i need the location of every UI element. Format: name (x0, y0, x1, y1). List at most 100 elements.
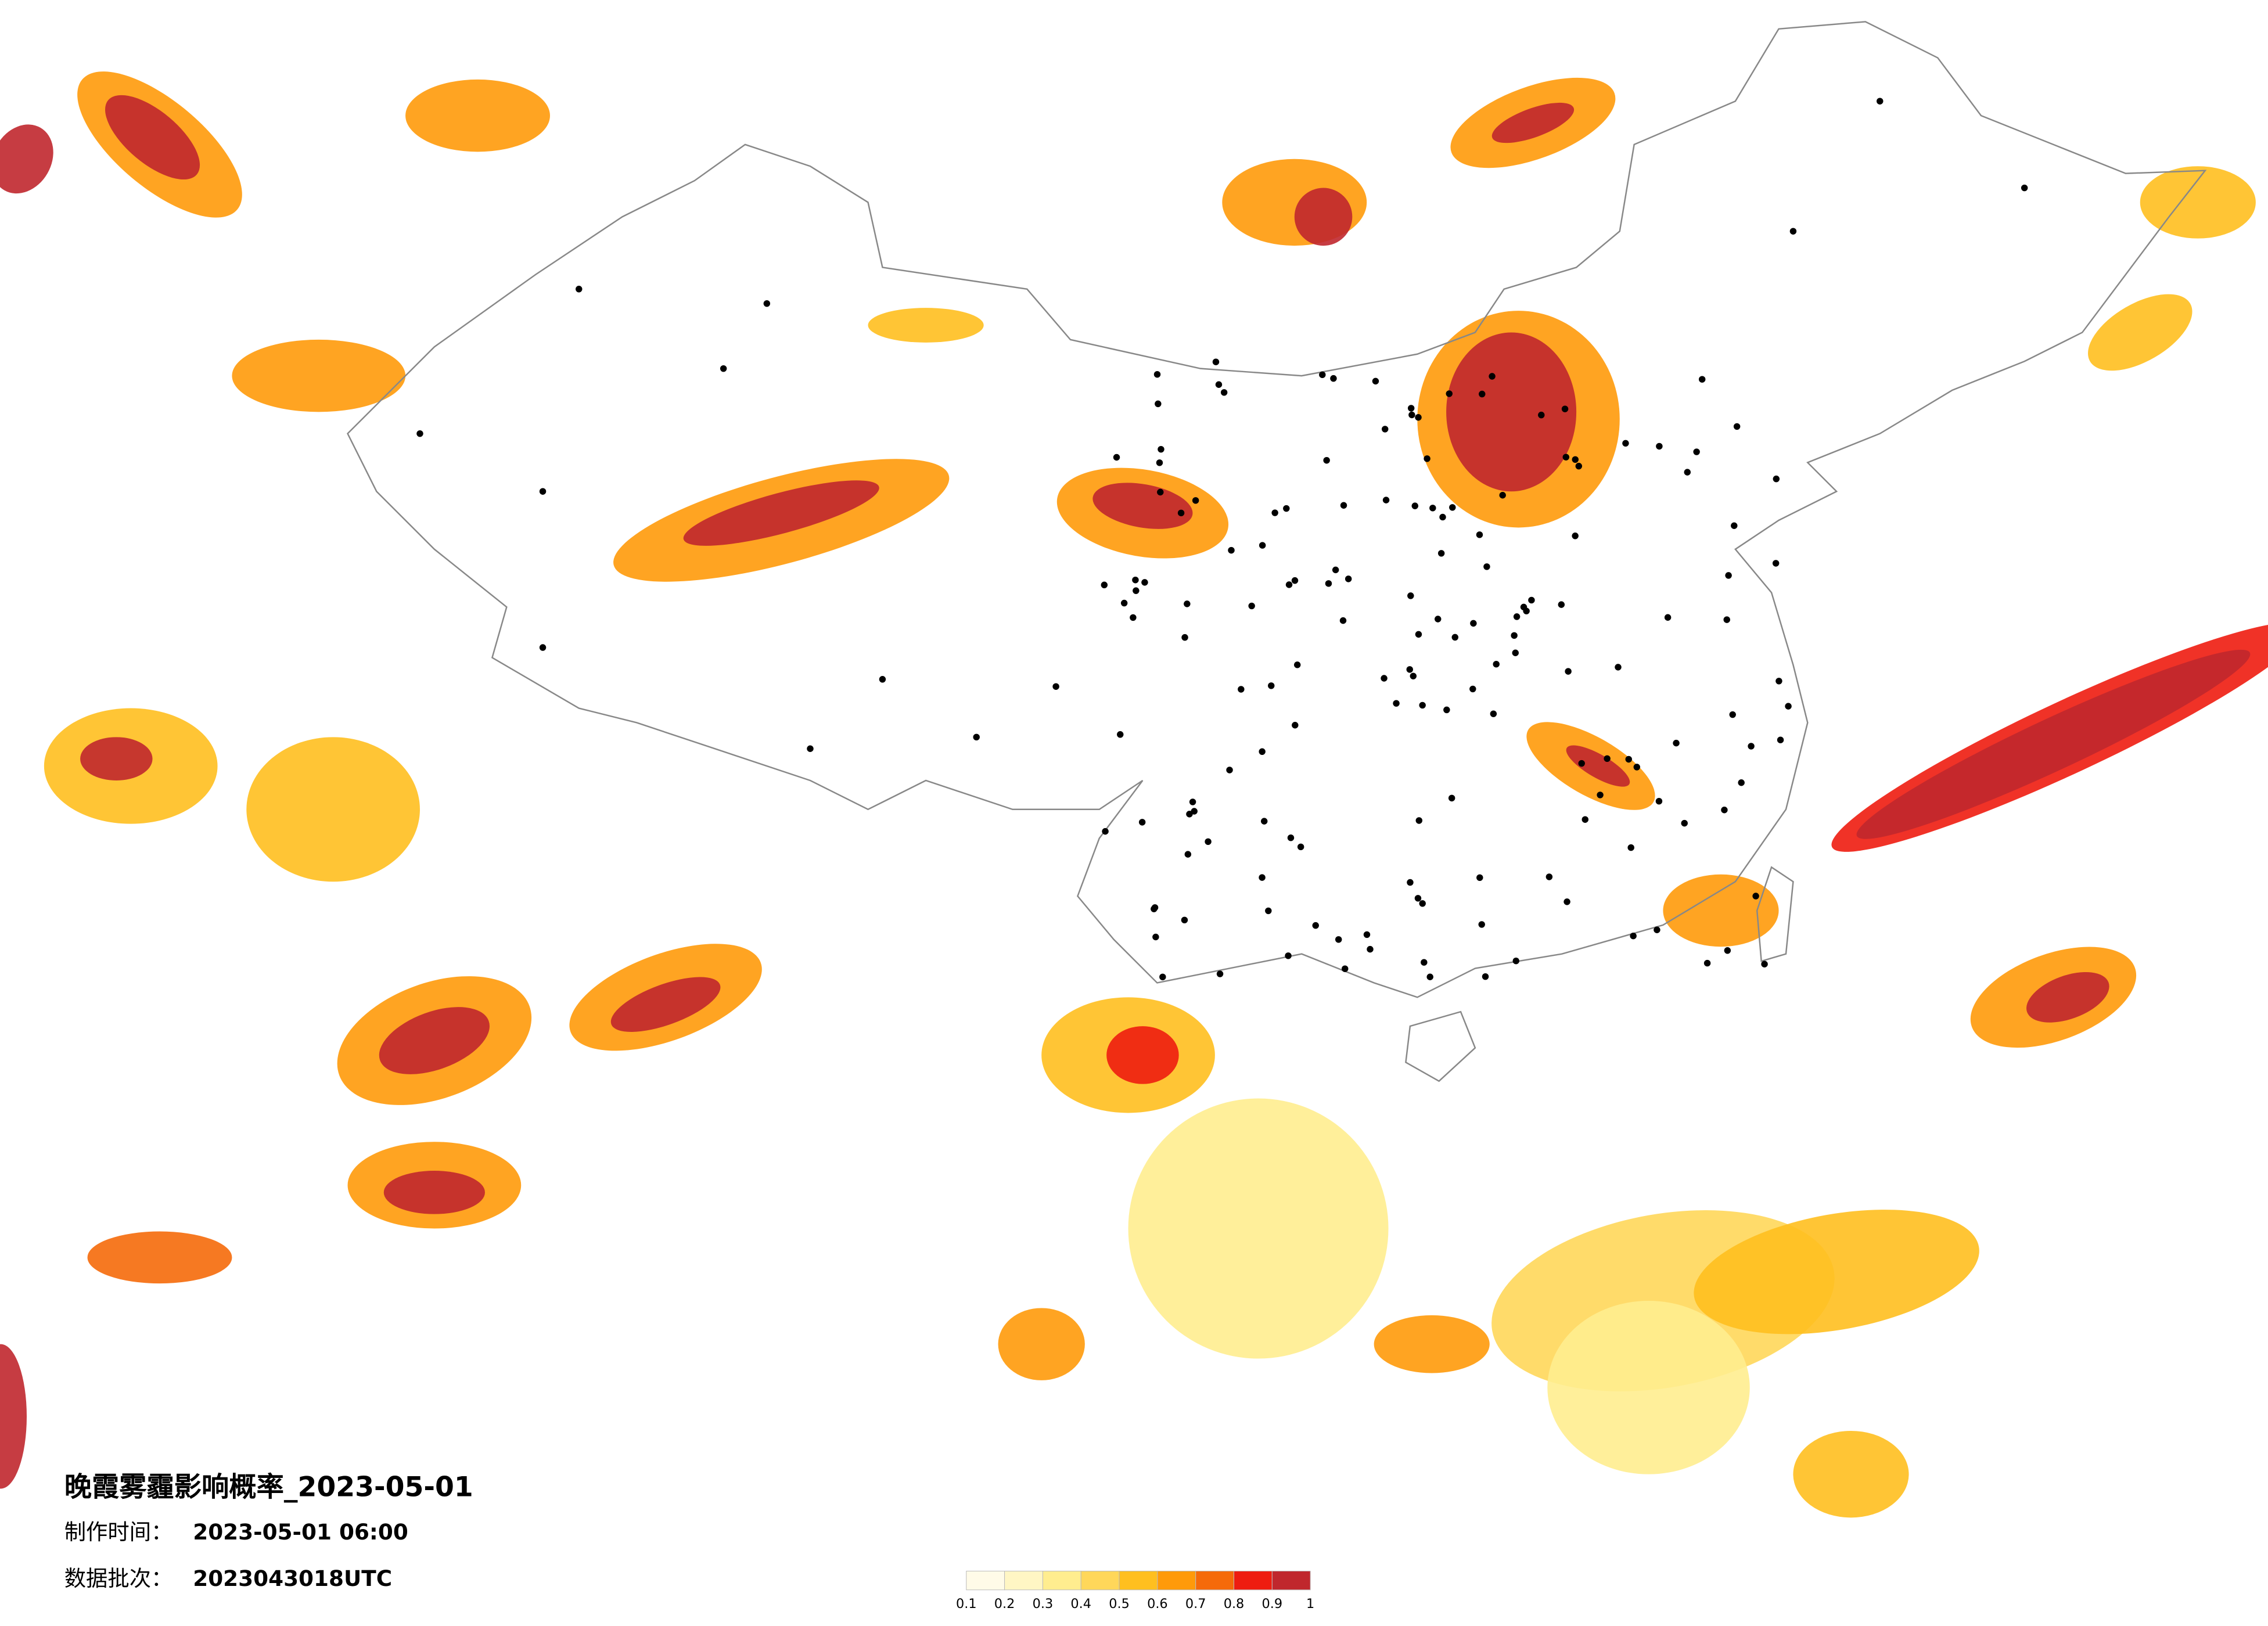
haze-area (1374, 1315, 1490, 1373)
city-dot (1410, 672, 1417, 679)
city-dot (879, 676, 886, 683)
city-dot (1325, 580, 1332, 587)
city-dot (1424, 455, 1430, 462)
legend-swatch (1195, 1570, 1235, 1591)
haze-area (1547, 1301, 1750, 1474)
city-dot (1738, 779, 1745, 786)
city-dot (1342, 965, 1349, 972)
city-dot (1265, 907, 1272, 915)
city-dot (1102, 828, 1109, 835)
city-dot (1476, 874, 1483, 882)
city-dot (1773, 475, 1780, 483)
city-dot (973, 733, 980, 741)
haze-area (87, 1231, 232, 1284)
city-dot (1260, 818, 1268, 825)
city-dot (1439, 513, 1446, 521)
city-dot (1132, 577, 1139, 584)
city-dot (1287, 834, 1295, 841)
city-dot (1512, 957, 1519, 965)
city-dot (1367, 945, 1374, 953)
city-dot (1285, 952, 1292, 959)
city-dot (1205, 838, 1212, 846)
city-dot (1724, 947, 1731, 954)
city-dot (539, 488, 547, 495)
city-dot (1493, 660, 1500, 668)
legend-swatch (1080, 1570, 1120, 1591)
city-dot (1184, 851, 1192, 858)
city-dot (1479, 390, 1486, 398)
haze-area (998, 1308, 1085, 1380)
city-dot (1259, 542, 1266, 549)
city-dot (1381, 675, 1388, 682)
city-dot (1411, 502, 1418, 509)
legend-swatch (1271, 1570, 1311, 1591)
city-dot (1630, 932, 1637, 940)
city-dot (1664, 614, 1672, 621)
city-dot (1703, 959, 1711, 967)
city-dot (1520, 603, 1527, 611)
city-dot (1654, 926, 1660, 933)
haze-area (610, 977, 721, 1033)
city-dot (1512, 649, 1519, 656)
city-dot (1752, 893, 1759, 900)
city-dot (1335, 936, 1342, 943)
city-dot (1415, 414, 1422, 421)
city-dot (1777, 736, 1784, 743)
china-outline (347, 21, 2207, 998)
city-dot (416, 430, 423, 437)
city-dot (1113, 454, 1120, 461)
city-dot (1562, 454, 1569, 461)
city-dot (1393, 700, 1400, 707)
heat-layer (0, 71, 2268, 1518)
city-dot (1363, 931, 1371, 938)
city-dot (1419, 900, 1426, 907)
city-dot (2021, 184, 2028, 192)
city-dot (1415, 631, 1422, 638)
city-dot (1268, 682, 1275, 689)
city-dot (1698, 376, 1706, 383)
city-dot (1138, 819, 1146, 826)
legend-swatch (1119, 1570, 1158, 1591)
haze-area (246, 737, 420, 882)
city-dot (1499, 492, 1506, 499)
city-dot (1177, 509, 1185, 517)
city-dot (1259, 748, 1266, 756)
legend-swatch (1042, 1570, 1081, 1591)
city-dot (1627, 844, 1634, 851)
city-dot (1877, 98, 1884, 105)
legend-tick-label: 0.1 (956, 1596, 977, 1611)
city-dot (1120, 599, 1128, 607)
legend-tick-label: 0.7 (1185, 1596, 1206, 1611)
city-dot (1226, 767, 1233, 774)
city-dot (1729, 711, 1736, 718)
hainan-outline (1405, 1010, 1476, 1082)
city-dot (1558, 601, 1565, 608)
city-dot (1565, 668, 1572, 675)
city-dot (1330, 375, 1337, 382)
city-dot (1052, 683, 1059, 690)
haze-area (1491, 102, 1575, 143)
city-dot (1407, 879, 1414, 886)
city-dot (1633, 764, 1641, 771)
city-dot (1482, 973, 1489, 980)
city-dot (1575, 462, 1583, 470)
city-dot (1141, 579, 1148, 586)
legend-tick-label: 0.9 (1262, 1596, 1283, 1611)
city-dot (1572, 456, 1579, 463)
city-dot (1622, 440, 1629, 447)
city-dot (1684, 469, 1691, 476)
city-dot (1513, 613, 1521, 620)
city-dot (1785, 703, 1792, 710)
city-dot (763, 300, 771, 307)
legend-tick-label: 0.4 (1070, 1596, 1091, 1611)
batch: 2023043018UTC (193, 1566, 392, 1591)
city-markers (416, 98, 2028, 981)
city-dot (1681, 819, 1688, 827)
city-dot (1212, 358, 1220, 365)
haze-area (2026, 972, 2109, 1023)
city-dot (1345, 575, 1352, 582)
city-dot (1426, 973, 1433, 980)
city-dot (1220, 389, 1228, 396)
